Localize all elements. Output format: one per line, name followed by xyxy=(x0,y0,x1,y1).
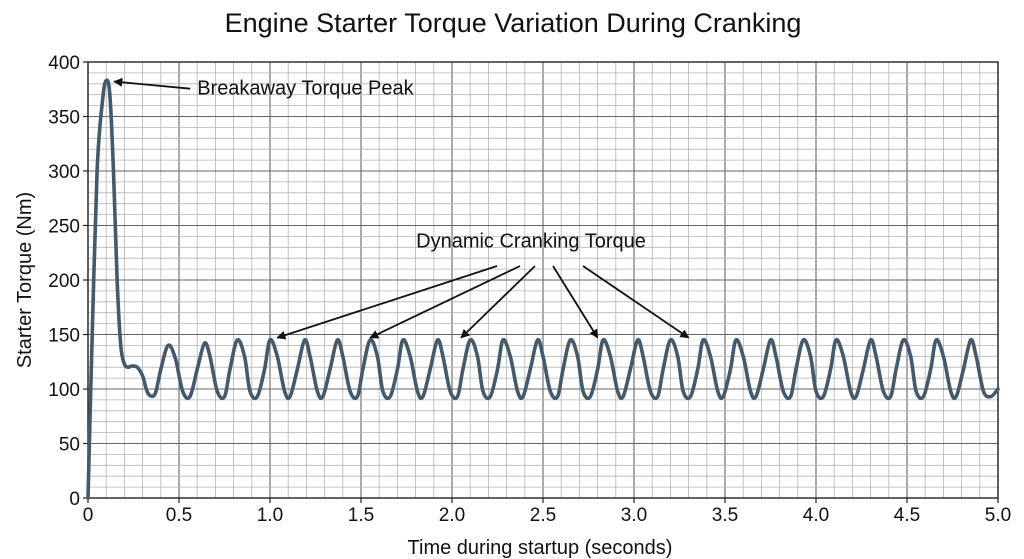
y-tick-label: 400 xyxy=(48,53,80,74)
y-axis-label: Starter Torque (Nm) xyxy=(14,192,36,368)
annotation-dynamic: Dynamic Cranking Torque xyxy=(416,230,646,252)
x-tick-label: 1.5 xyxy=(348,505,374,526)
x-tick-label: 3.5 xyxy=(712,505,738,526)
x-axis-label: Time during startup (seconds) xyxy=(408,537,673,559)
y-tick-label: 200 xyxy=(48,271,80,292)
annotation-arrow xyxy=(582,265,690,339)
x-tick-label: 3.0 xyxy=(621,505,647,526)
annotation-arrow xyxy=(113,77,191,90)
x-tick-label: 4.0 xyxy=(803,505,829,526)
series-group xyxy=(86,78,1000,500)
y-tick-label: 150 xyxy=(48,326,80,347)
y-tick-label: 50 xyxy=(59,435,80,456)
annotation-breakaway: Breakaway Torque Peak xyxy=(197,78,414,100)
chart-title: Engine Starter Torque Variation During C… xyxy=(225,8,802,38)
y-tick-label: 350 xyxy=(48,108,80,129)
y-tick-label: 250 xyxy=(48,217,80,238)
annotation-arrow xyxy=(552,265,599,339)
ticks: 0 0.5 1.0 1.5 2.0 2.5 3.0 3.5 4.0 4.5 5.0 0 50 100 150… xyxy=(48,53,1011,526)
x-tick-label: 2.5 xyxy=(530,505,556,526)
x-tick-label: 4.5 xyxy=(894,505,920,526)
x-tick-label: 2.0 xyxy=(439,505,465,526)
annotation-arrow xyxy=(369,265,521,339)
annotations: Breakaway Torque Peak Dynamic Cranking To… xyxy=(113,77,690,340)
x-tick-label: 0 xyxy=(83,505,94,526)
x-tick-label: 0.5 xyxy=(166,505,192,526)
y-tick-label: 300 xyxy=(48,162,80,183)
y-tick-label: 0 xyxy=(69,489,80,510)
annotation-arrow xyxy=(276,265,498,340)
y-tick-label: 100 xyxy=(48,380,80,401)
x-tick-label: 5.0 xyxy=(985,505,1011,526)
grid xyxy=(87,61,999,499)
annotation-arrow xyxy=(460,265,536,339)
series-line xyxy=(86,78,1000,500)
x-tick-label: 1.0 xyxy=(257,505,283,526)
